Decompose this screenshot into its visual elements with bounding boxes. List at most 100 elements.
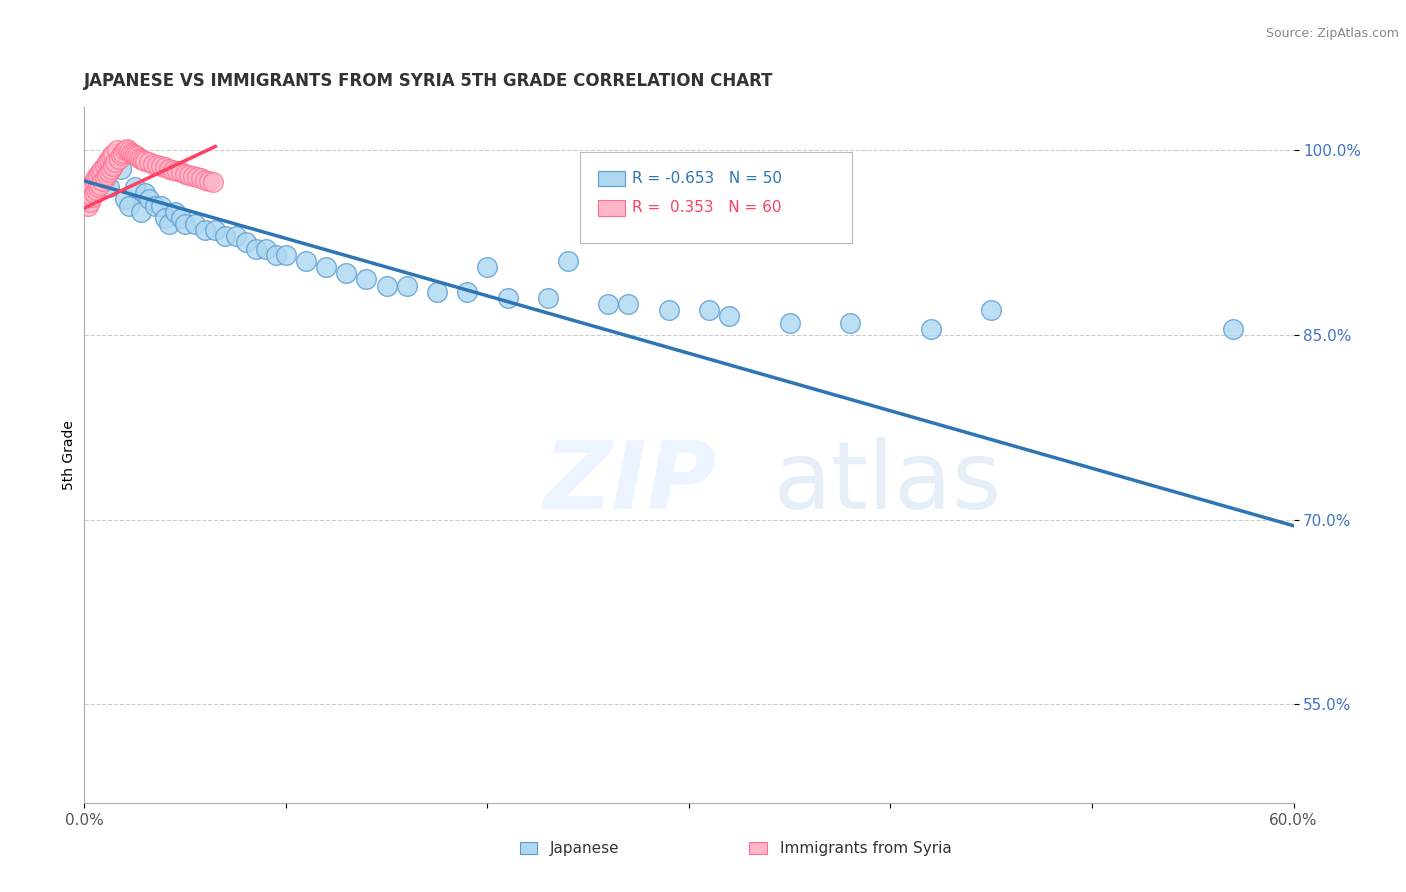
Point <box>101 146 124 161</box>
Point <box>839 316 862 330</box>
Point <box>129 204 152 219</box>
Point <box>157 217 180 231</box>
Point <box>89 165 111 179</box>
Point <box>125 149 148 163</box>
Point <box>77 186 100 201</box>
Point <box>138 155 160 169</box>
Point <box>157 161 180 176</box>
Point <box>97 165 120 179</box>
Point <box>118 198 141 212</box>
Text: R = -0.653   N = 50: R = -0.653 N = 50 <box>633 171 782 186</box>
Point <box>111 145 134 160</box>
Point <box>254 242 277 256</box>
Point <box>186 170 208 185</box>
Point <box>162 162 184 177</box>
Point <box>124 180 146 194</box>
Point <box>170 211 193 225</box>
Point <box>980 303 1002 318</box>
Point <box>153 211 176 225</box>
Point <box>120 145 142 160</box>
FancyBboxPatch shape <box>520 842 537 855</box>
Point <box>1222 321 1244 335</box>
Point <box>89 168 111 182</box>
Point <box>295 254 318 268</box>
Point <box>110 148 132 162</box>
Point <box>86 170 108 185</box>
Point <box>89 178 111 192</box>
Point <box>264 248 287 262</box>
Point <box>105 143 128 157</box>
Point <box>115 142 138 156</box>
Point <box>202 175 225 189</box>
Point <box>96 155 118 169</box>
Point <box>174 167 197 181</box>
Point <box>75 193 97 207</box>
Point <box>129 152 152 166</box>
FancyBboxPatch shape <box>599 171 624 186</box>
Point <box>93 174 115 188</box>
Point <box>79 182 101 196</box>
Point <box>132 153 155 167</box>
Point <box>114 143 136 157</box>
Point <box>718 310 741 324</box>
Point <box>190 171 212 186</box>
Point <box>82 190 104 204</box>
Point <box>83 186 105 201</box>
Point <box>477 260 499 274</box>
Point <box>375 278 398 293</box>
Text: R =  0.353   N = 60: R = 0.353 N = 60 <box>633 201 782 216</box>
Point <box>79 194 101 209</box>
Point <box>165 204 187 219</box>
Point <box>166 164 188 178</box>
Point <box>170 165 193 179</box>
Point <box>77 198 100 212</box>
Point <box>97 153 120 167</box>
Point <box>134 186 156 201</box>
Point <box>697 303 720 318</box>
Point <box>426 285 449 299</box>
Point <box>598 297 620 311</box>
Point <box>537 291 560 305</box>
Point <box>96 168 118 182</box>
Point <box>93 171 115 186</box>
Point <box>274 248 297 262</box>
Point <box>124 148 146 162</box>
Point <box>356 272 378 286</box>
Point <box>174 217 197 231</box>
Point <box>245 242 267 256</box>
Y-axis label: 5th Grade: 5th Grade <box>62 420 76 490</box>
Point <box>134 154 156 169</box>
Point <box>920 321 942 335</box>
Point <box>87 180 110 194</box>
Point <box>194 223 217 237</box>
Point <box>149 159 172 173</box>
Point <box>82 178 104 192</box>
Text: JAPANESE VS IMMIGRANTS FROM SYRIA 5TH GRADE CORRELATION CHART: JAPANESE VS IMMIGRANTS FROM SYRIA 5TH GR… <box>84 72 773 90</box>
Point <box>225 229 247 244</box>
Point <box>142 157 165 171</box>
Point <box>138 193 160 207</box>
Point <box>617 297 640 311</box>
Point <box>91 161 114 176</box>
Point <box>118 145 141 159</box>
Point <box>315 260 337 274</box>
FancyBboxPatch shape <box>599 201 624 216</box>
Point <box>235 235 257 250</box>
Point <box>214 229 236 244</box>
Point <box>100 149 122 163</box>
Point <box>149 198 172 212</box>
Point <box>456 285 478 299</box>
Point <box>86 182 108 196</box>
Point <box>335 266 357 280</box>
Point <box>114 193 136 207</box>
FancyBboxPatch shape <box>581 153 852 243</box>
Point <box>91 174 114 188</box>
Text: Japanese: Japanese <box>550 840 620 855</box>
Point <box>146 158 169 172</box>
Point <box>143 198 166 212</box>
Text: Source: ZipAtlas.com: Source: ZipAtlas.com <box>1265 27 1399 40</box>
Point <box>104 155 127 169</box>
Point <box>194 172 217 186</box>
Point <box>101 159 124 173</box>
Point <box>779 316 801 330</box>
